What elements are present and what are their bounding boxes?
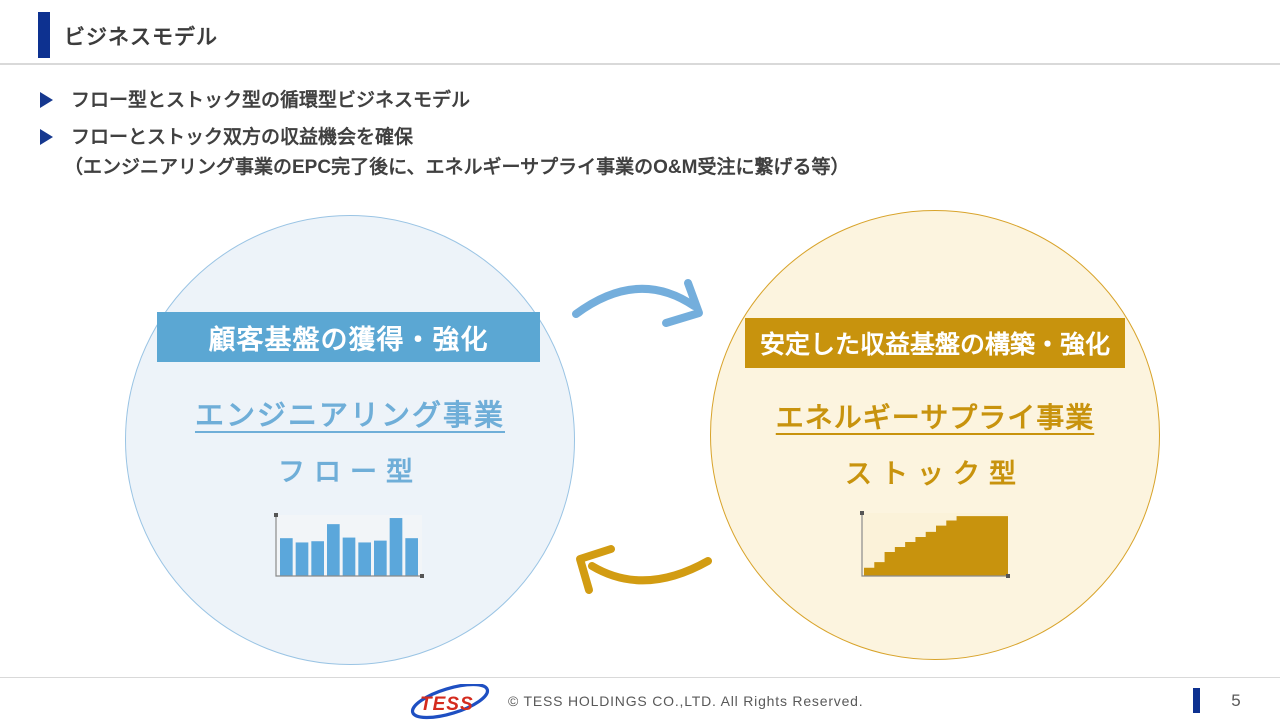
stock-step-chart-icon xyxy=(860,511,1010,578)
logo-swoosh-icon xyxy=(410,684,490,720)
energy-supply-circle xyxy=(710,210,1160,660)
engineering-label-box: 顧客基盤の獲得・強化 xyxy=(157,312,540,362)
stock-type-label: ストック型 xyxy=(845,459,1025,489)
bullet-triangle-icon xyxy=(40,129,53,145)
flow-type-label: フロー型 xyxy=(278,457,422,487)
engineering-business-name: エンジニアリング事業 xyxy=(194,400,505,432)
bullet-item-1: フロー型とストック型の循環型ビジネスモデル xyxy=(38,88,1138,114)
logo-text: TESS xyxy=(420,694,474,715)
header-accent-bar xyxy=(38,12,50,58)
energy-supply-business-name: エネルギーサプライ事業 xyxy=(775,402,1095,433)
bullet-list: フロー型とストック型の循環型ビジネスモデル フローとストック双方の収益機会を確保… xyxy=(38,88,1138,192)
energy-supply-label-box: 安定した収益基盤の構築・強化 xyxy=(745,318,1125,368)
engineering-circle xyxy=(125,215,575,665)
page-number-accent-bar xyxy=(1193,688,1200,713)
tess-logo: TESS xyxy=(410,684,490,720)
copyright-text: © TESS HOLDINGS CO.,LTD. All Rights Rese… xyxy=(508,693,864,709)
header-divider xyxy=(0,63,1280,65)
bullet-text: フローとストック双方の収益機会を確保 （エンジニアリング事業のEPC完了後に、エ… xyxy=(64,125,849,181)
flow-bar-chart-icon xyxy=(274,513,424,578)
bullet-triangle-icon xyxy=(40,92,53,108)
bottom-cycle-arrow-icon xyxy=(576,545,712,594)
page-title: ビジネスモデル xyxy=(64,26,218,49)
bullet-main-text: フローとストック双方の収益機会を確保 xyxy=(71,127,414,148)
bullet-subtext: （エンジニアリング事業のEPC完了後に、エネルギーサプライ事業のO&M受注に繋げ… xyxy=(64,157,850,178)
footer-divider xyxy=(0,677,1280,678)
bullet-text: フロー型とストック型の循環型ビジネスモデル xyxy=(71,90,471,111)
page-number: 5 xyxy=(1231,691,1241,710)
top-cycle-arrow-icon xyxy=(572,279,703,327)
bullet-item-2: フローとストック双方の収益機会を確保 （エンジニアリング事業のEPC完了後に、エ… xyxy=(38,125,1138,181)
